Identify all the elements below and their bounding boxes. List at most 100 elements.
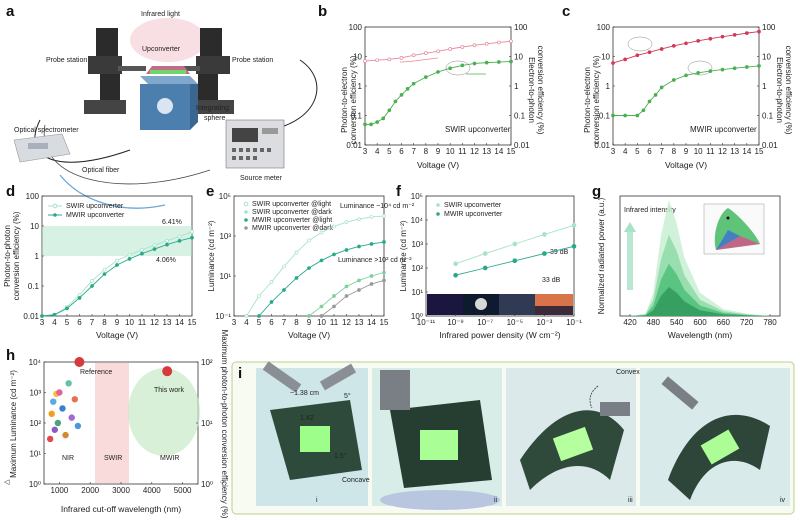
ylabel-d-2: conversion efficiency (%) (12, 211, 21, 300)
x-f-ticklabel: 10⁻¹¹ (417, 318, 436, 327)
yl-c-ticklabel: 0.1 (599, 112, 611, 121)
series-f-mwir-point (542, 251, 547, 256)
circle-marker-legend: ○ (220, 479, 224, 486)
series-e-mwir-dark-point (369, 282, 374, 286)
ylabel-right-b-2: conversion efficiency (%) (536, 46, 545, 135)
infrared-light-label: Infrared light (141, 11, 180, 18)
series-b-pe-point (448, 47, 453, 51)
ylabel-h: Maximum Luminance (cd m⁻²) (9, 370, 18, 478)
series-d-swir-point (127, 252, 132, 257)
panel-b: b 3 4 5 6 7 8 9 10 11 12 13 14 150.010.11101000.010.… (318, 3, 545, 170)
series-b-ep-point (484, 60, 489, 65)
annotation-g: Infrared intensity (624, 207, 676, 214)
x-e-ticklabel: 10 (317, 318, 326, 327)
ylabel-left-c: Photon-to-electron (583, 67, 592, 133)
series-b-pe-point (509, 39, 513, 44)
legend-d-swir: SWIR upconverter (66, 203, 124, 210)
x-e-ticklabel: 13 (355, 318, 364, 327)
x-h-ticklabel: 5000 (174, 486, 192, 495)
y-h-ticklabel: 10³ (29, 389, 41, 398)
series-b-pe-point (484, 41, 489, 46)
series-d-mwir-point (90, 284, 94, 288)
x-f-ticklabel: 10⁻⁷ (477, 318, 493, 327)
optical-spectrometer (13, 133, 71, 163)
series-c-ep-point (647, 99, 652, 104)
series-d-mwir-point (190, 235, 194, 240)
yr-b-ticklabel: 1 (514, 82, 519, 91)
sub-i: i (316, 497, 318, 504)
series-d-swir-point (190, 229, 194, 234)
series-e-mwir-light-point (294, 276, 299, 280)
spectrum-area (630, 287, 770, 316)
series-d-mwir-point (152, 247, 157, 251)
legend-e: SWIR upconverter @light SWIR upconverter… (243, 201, 334, 232)
series-c-ep-point (708, 69, 713, 73)
optical-spectrometer-label: Optical spectrometer (14, 127, 79, 134)
series-e-swir-light-point (282, 264, 286, 269)
series-e-mwir-light-point (332, 252, 336, 257)
x-c-ticklabel: 15 (755, 147, 764, 156)
series-e-swir-light-point (294, 250, 299, 255)
series-c-ep-line (613, 65, 760, 116)
x-b-ticklabel: 5 (387, 147, 392, 156)
yr-c-ticklabel: 10 (762, 53, 771, 62)
series-e-swir-light-point (244, 314, 249, 318)
xlabel-c: Voltage (V) (665, 160, 707, 170)
series-f-mwir-point (512, 258, 518, 264)
x-b-ticklabel: 11 (458, 147, 467, 156)
x-e-ticklabel: 15 (380, 318, 389, 327)
x-c-ticklabel: 4 (623, 147, 628, 156)
legend-f-0: SWIR upconverter (444, 202, 502, 209)
series-d-mwir-point (77, 296, 82, 300)
series-c-ep-point (732, 66, 737, 71)
sub-iv: iv (780, 497, 786, 504)
x-g-ticklabel: 480 (647, 318, 661, 327)
series-c-ep-point (635, 113, 640, 118)
sub-ii: ii (494, 497, 498, 504)
annotation-c: MWIR upconverter (690, 125, 757, 134)
reference-point (68, 414, 75, 421)
series-e-mwir-dark-point (382, 278, 386, 283)
series-e-swir-light-point (307, 238, 311, 243)
series-d-mwir-point (127, 257, 132, 261)
y-h-ticklabel: 10² (29, 419, 41, 428)
y-h-ticklabel: 10⁰ (29, 480, 41, 489)
x-b-ticklabel: 10 (446, 147, 455, 156)
series-c-ep-point (653, 93, 658, 97)
series-b-pe-point (496, 40, 501, 45)
series-d-swir-point (140, 248, 144, 252)
series-d-mwir-point (177, 238, 182, 243)
photo-i: ~1.38 cm 5° 1.42 1.5° Concave i (256, 361, 370, 506)
series-b-pe-point (472, 43, 477, 48)
series-e-mwir-dark-point (357, 288, 361, 292)
series-c-ep-point (641, 108, 646, 113)
y-e-ticklabel: 10³ (219, 232, 231, 241)
panel-f: f 10⁻¹¹ 10⁻⁹ 10⁻⁷ 10⁻⁵ 10⁻³ 10⁻¹ 10⁰ 10¹ 10² 10³ 1… (396, 183, 582, 340)
yl-c-ticklabel: 10 (601, 53, 610, 62)
series-c-pe-point (684, 41, 688, 46)
annotation-b: SWIR upconverter (445, 125, 511, 134)
panel-label-a: a (6, 3, 15, 20)
x-g-ticklabel: 720 (740, 318, 754, 327)
x-b-ticklabel: 9 (436, 147, 441, 156)
series-e-mwir-light-point (257, 314, 261, 318)
x-c-ticklabel: 9 (684, 147, 689, 156)
reference-point (56, 389, 63, 396)
series-b-ep-point (448, 66, 453, 71)
x-h-ticklabel: 2000 (81, 486, 99, 495)
legend-d: SWIR upconverter MWIR upconverter (48, 203, 125, 219)
yl-c-ticklabel: 1 (606, 82, 611, 91)
swir-region (95, 363, 129, 483)
yl-c-ticklabel: 0.01 (594, 141, 610, 150)
y-f-ticklabel: 10⁰ (411, 312, 423, 321)
y-f-ticklabel: 10² (411, 264, 423, 273)
x-f-ticklabel: 10⁻¹ (566, 318, 582, 327)
legend-e-2: MWIR upconverter @light (252, 217, 332, 224)
probe-station-left-label: Probe station (46, 57, 87, 64)
this-work-point (162, 366, 173, 377)
annotation-f-1: 39 dB (550, 249, 569, 256)
series-d-mwir-point (140, 251, 144, 256)
series-e-mwir-dark-point (344, 294, 349, 298)
series-c-ep-point (684, 73, 688, 78)
yr-h-ticklabel: 10¹ (201, 419, 213, 428)
